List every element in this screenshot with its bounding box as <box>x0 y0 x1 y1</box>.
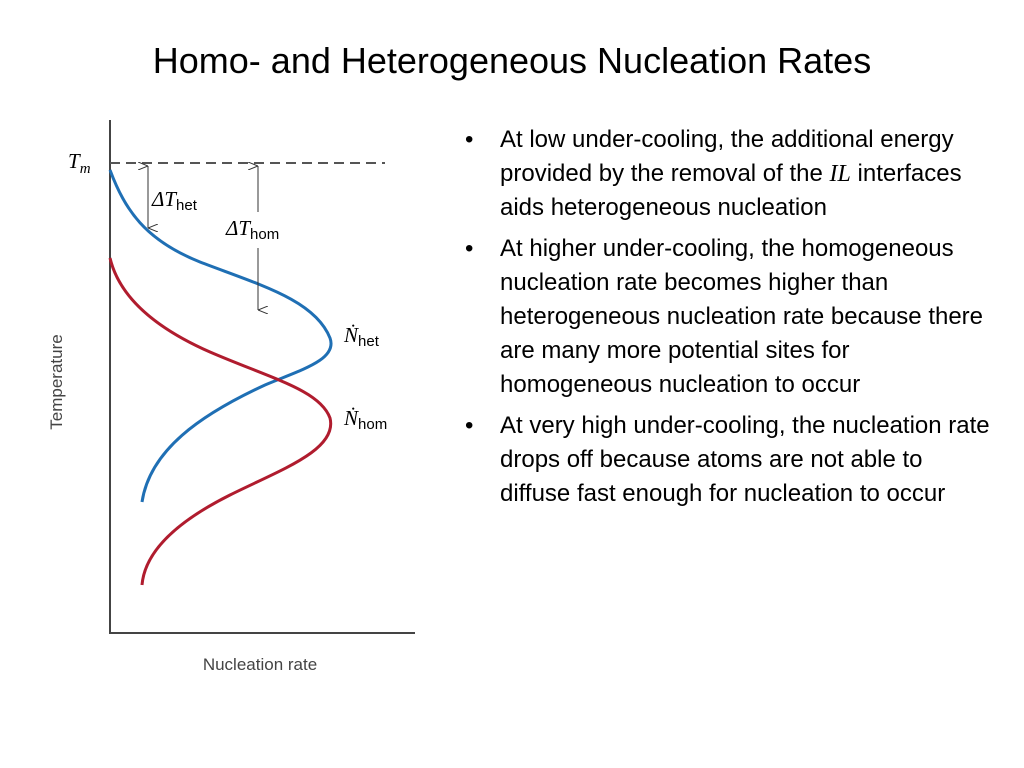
bullet: At higher under-cooling, the homogeneous… <box>465 232 990 402</box>
het-curve <box>108 169 333 503</box>
subscript: het <box>176 197 198 214</box>
hom-curve <box>108 257 333 586</box>
bullet-text: interfaces aids heterogeneous nucleation <box>500 160 962 221</box>
x-axis-label: Nucleation rate <box>203 655 317 674</box>
bullet-list: At low under-cooling, the additional ene… <box>465 123 990 518</box>
slide-title: Homo- and Heterogeneous Nucleation Rates <box>152 40 872 81</box>
bullet: At very high under-cooling, the nucleati… <box>465 409 990 511</box>
symbol: T <box>68 149 81 173</box>
n-het-label: Ṅhet <box>343 323 380 350</box>
bullet-text-italic: IL <box>829 161 851 187</box>
symbol: ΔT <box>225 216 251 240</box>
subscript: m <box>80 161 91 177</box>
symbol: Ṅ <box>343 323 359 347</box>
bullet-text: At higher under-cooling, the homogeneous… <box>500 235 984 398</box>
nucleation-diagram: Tm ΔThet ΔThom Ṅhet Ṅhom Temperature Nuc… <box>47 120 415 674</box>
subscript: hom <box>358 416 387 433</box>
n-hom-label: Ṅhom <box>343 406 387 433</box>
y-axis-label: Temperature <box>47 334 66 429</box>
bullet-text: At low under-cooling, the additional ene… <box>500 126 954 187</box>
subscript: hom <box>250 226 279 243</box>
delta-het-label: ΔThet <box>151 187 198 214</box>
bullet-text: At very high under-cooling, the nucleati… <box>500 412 990 507</box>
symbol: Ṅ <box>343 406 359 430</box>
delta-hom-label: ΔThom <box>225 216 279 243</box>
bullet: At low under-cooling, the additional ene… <box>465 123 990 225</box>
subscript: het <box>358 333 380 350</box>
tm-label: Tm <box>68 149 91 177</box>
symbol: ΔT <box>151 187 177 211</box>
